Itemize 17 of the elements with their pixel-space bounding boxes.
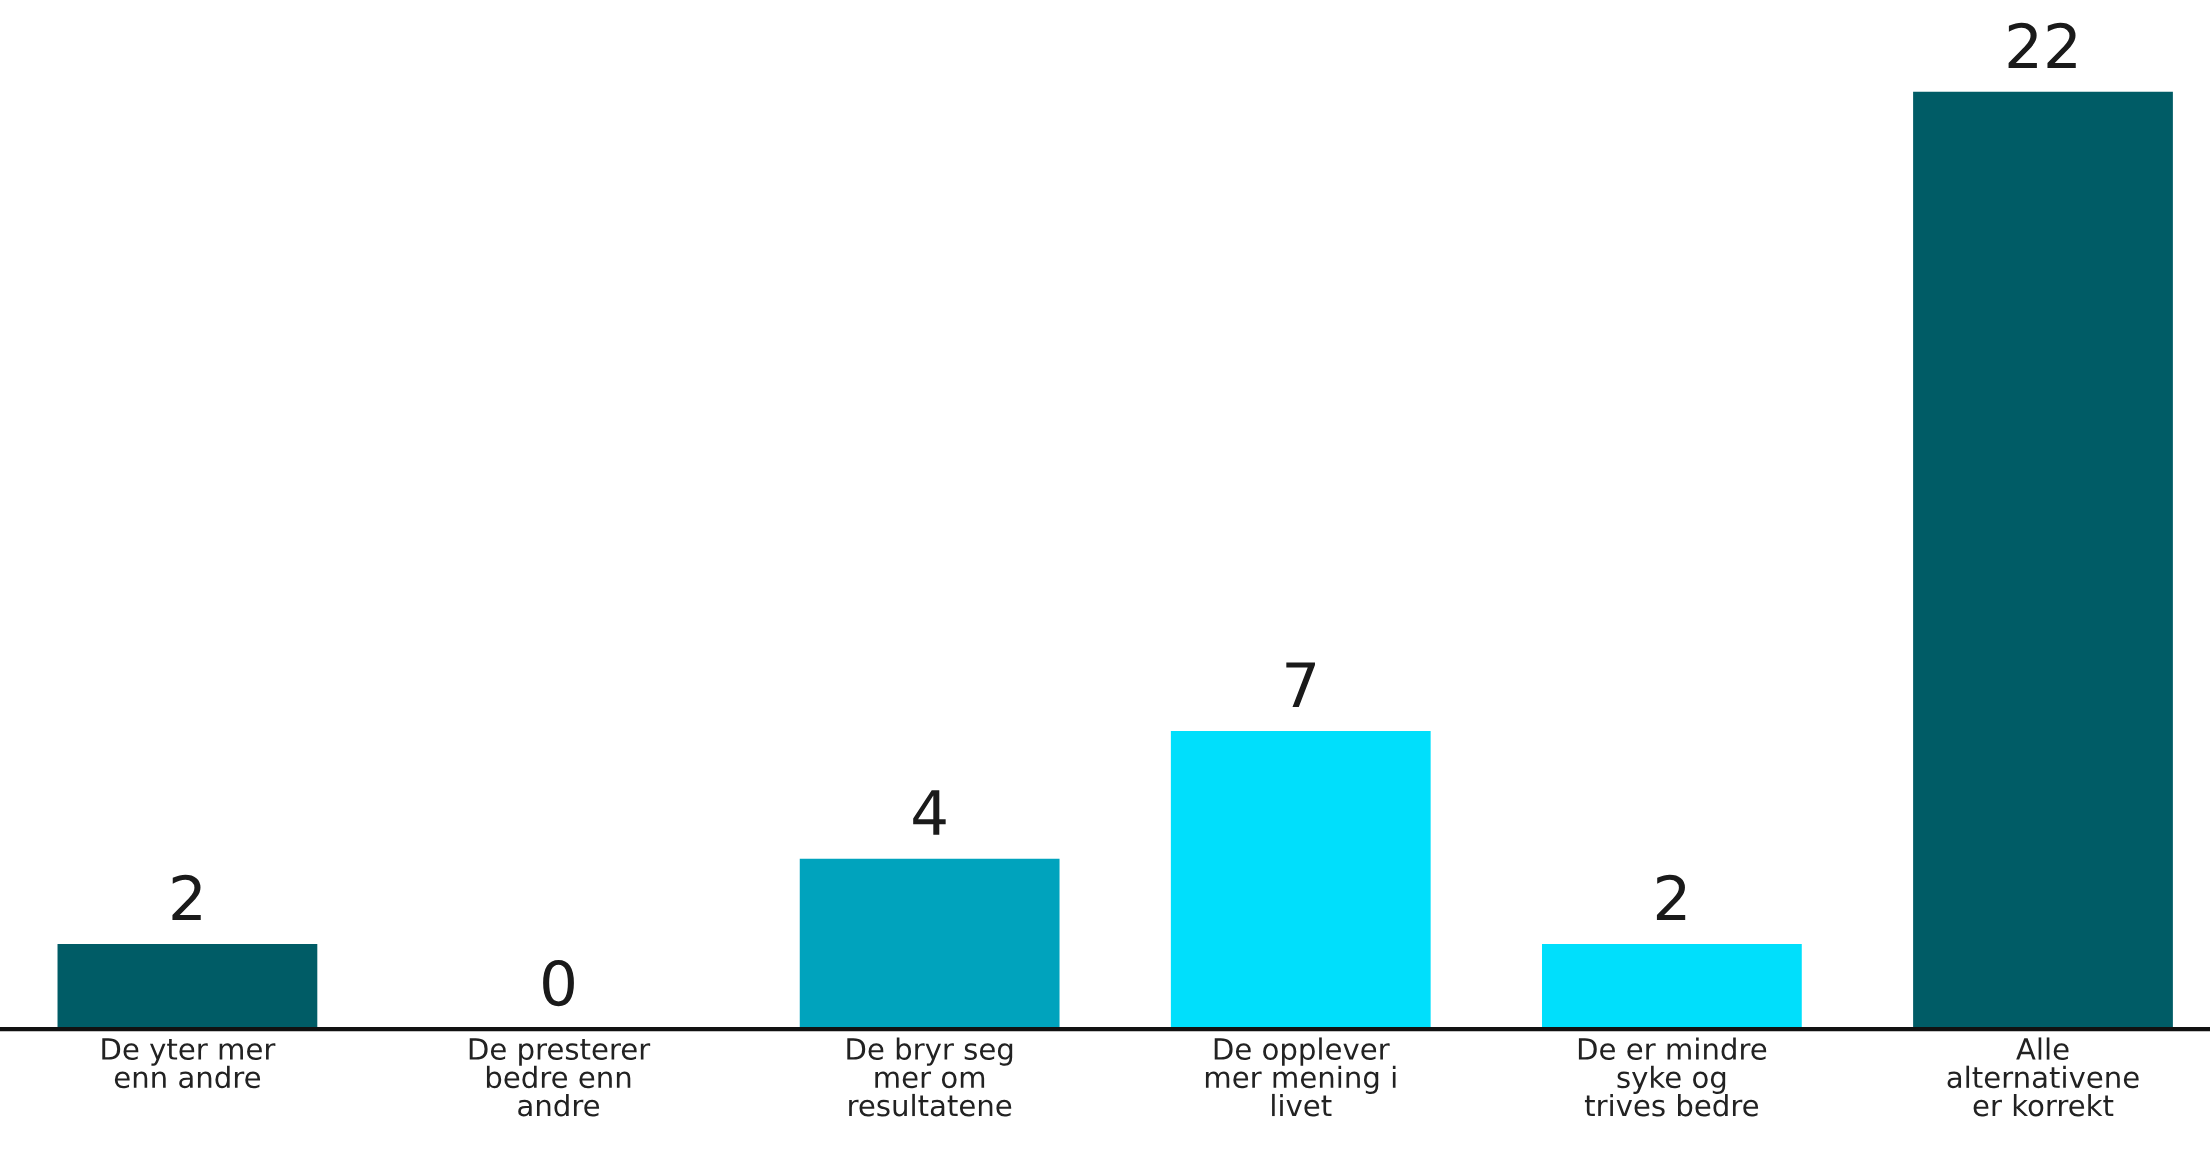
x-tick-label: De presterer bedre enn andre bbox=[469, 1038, 651, 1117]
x-tick-label: De opplever mer mening i livet bbox=[1205, 1037, 1396, 1117]
data-label: 0 bbox=[543, 959, 574, 1007]
x-tick-label: Alle alternativene er korrekt bbox=[1947, 1037, 2139, 1117]
data-label: 2 bbox=[172, 874, 201, 921]
bar bbox=[799, 858, 1060, 1030]
bar bbox=[1170, 730, 1431, 1030]
x-tick-label: De yter mer enn andre bbox=[102, 1038, 276, 1089]
bar bbox=[1541, 943, 1802, 1030]
data-label: 7 bbox=[1286, 662, 1315, 708]
bar bbox=[57, 943, 318, 1030]
x-tick-label: De er mindre syke og trives bedre bbox=[1578, 1037, 1767, 1117]
data-label: 4 bbox=[913, 790, 946, 835]
bar bbox=[1913, 91, 2173, 1030]
data-label: 22 bbox=[2008, 22, 2076, 69]
data-label: 2 bbox=[1656, 874, 1686, 921]
x-tick-label: De bryr seg mer om resultatene bbox=[847, 1037, 1013, 1117]
